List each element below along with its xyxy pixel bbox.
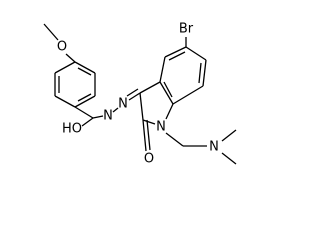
atom-label: N	[156, 120, 166, 135]
structure-diagram: O HO N N O N Br N	[43, 22, 237, 167]
atom-label: HO	[62, 122, 82, 137]
atom-label: N	[209, 140, 219, 155]
atom-label: O	[57, 40, 67, 55]
atom-label: O	[144, 152, 154, 167]
atom-label: N	[103, 109, 113, 124]
atom-label: N	[118, 97, 128, 112]
atom-label: Br	[179, 22, 194, 37]
bonds	[43, 23, 237, 165]
atom-labels: O HO N N O N Br N	[57, 22, 219, 167]
